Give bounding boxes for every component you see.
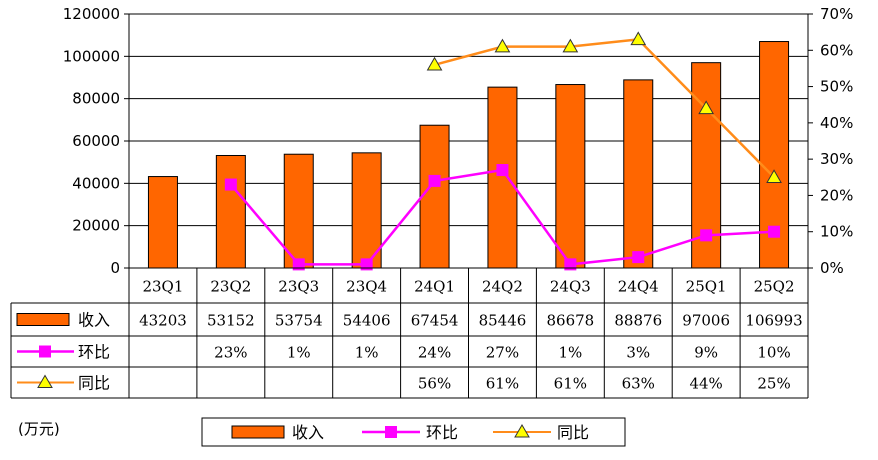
right-tick-label: 0%: [820, 259, 844, 277]
category-label: 23Q4: [346, 278, 387, 296]
yoy-marker: [426, 56, 443, 71]
yoy-marker: [630, 31, 647, 46]
table-cell: 9%: [694, 344, 718, 362]
revenue-bar: [555, 84, 586, 269]
revenue-bar: [419, 124, 450, 269]
left-tick-label: 20000: [72, 217, 120, 235]
category-label: 23Q3: [278, 278, 319, 296]
left-tick-label: 40000: [72, 174, 120, 192]
table-cell: 63%: [622, 375, 655, 393]
table-cell: 56%: [418, 375, 451, 393]
revenue-row-key: [16, 313, 70, 326]
table-cell: 1%: [558, 344, 582, 362]
yoy-marker: [562, 38, 579, 53]
legend-yoy-marker: [514, 424, 530, 438]
table-cell: 54406: [343, 312, 391, 330]
table-cell: 1%: [355, 344, 379, 362]
row-label: 收入: [78, 311, 110, 330]
yoy-marker: [766, 169, 782, 184]
table-cell: 25%: [757, 375, 790, 393]
left-tick-label: 120000: [63, 5, 120, 23]
table-cell: 85446: [479, 312, 527, 330]
qoq-marker: [428, 174, 441, 187]
table-cell: 67454: [411, 312, 459, 330]
table-cell: 23%: [214, 344, 247, 362]
row-label: 环比: [78, 343, 110, 362]
left-tick-label: 60000: [72, 132, 120, 150]
category-label: 24Q3: [550, 278, 591, 296]
revenue-bar: [487, 86, 518, 269]
table-cell: 61%: [486, 375, 519, 393]
legend-revenue-key: [231, 425, 285, 439]
legend: 收入 环比 同比: [201, 417, 626, 447]
revenue-bar: [283, 153, 314, 269]
qoq-marker: [564, 258, 577, 271]
table-cell: 61%: [554, 375, 587, 393]
category-label: 24Q4: [618, 278, 659, 296]
table-cell: 86678: [546, 312, 594, 330]
table-cell: 88876: [614, 312, 662, 330]
category-label: 24Q1: [414, 278, 455, 296]
yoy-marker: [494, 38, 511, 53]
yoy-marker: [698, 100, 715, 115]
revenue-bar: [215, 154, 246, 269]
table-cell: 44%: [689, 375, 722, 393]
category-label: 24Q2: [482, 278, 523, 296]
right-tick-label: 20%: [820, 186, 853, 204]
table-cell: 1%: [287, 344, 311, 362]
qoq-row-key-marker: [39, 345, 51, 358]
qoq-marker: [292, 258, 305, 271]
left-tick-label: 0: [110, 259, 120, 277]
left-tick-label: 100000: [63, 47, 120, 65]
table-cell: 10%: [757, 344, 790, 362]
plot-area: 0 20000 40000 60000 80000 100000 120000 0% 10% 20…: [63, 5, 854, 277]
qoq-marker: [496, 164, 509, 177]
category-label: 25Q2: [754, 278, 795, 296]
table-cell: 53152: [207, 312, 255, 330]
qoq-marker: [700, 229, 713, 242]
yoy-line: [434, 38, 775, 179]
revenue-bar: [147, 176, 178, 269]
table-cell: 3%: [626, 344, 650, 362]
right-tick-label: 60%: [820, 41, 853, 59]
category-label: 23Q2: [210, 278, 251, 296]
row-label: 同比: [78, 374, 110, 393]
table-cell: 106993: [745, 312, 802, 330]
table-cell: 27%: [486, 344, 519, 362]
table-cell: 97006: [682, 312, 730, 330]
right-tick-label: 30%: [820, 150, 853, 168]
category-label: 23Q1: [142, 278, 183, 296]
left-tick-label: 80000: [72, 90, 120, 108]
right-tick-label: 40%: [820, 114, 853, 132]
unit-label: (万元): [18, 420, 60, 438]
qoq-marker: [768, 225, 781, 238]
right-tick-label: 10%: [820, 223, 853, 241]
legend-yoy-label: 同比: [557, 423, 589, 442]
data-table: 23Q1 23Q2 23Q3 23Q4 24Q1 24Q2 24Q3 24Q4 25Q1 25Q2…: [10, 267, 809, 399]
legend-qoq-marker: [385, 426, 397, 438]
qoq-marker: [632, 251, 645, 264]
legend-revenue-label: 收入: [292, 423, 324, 442]
table-cell: 53754: [275, 312, 323, 330]
qoq-marker: [224, 178, 237, 191]
table-cell: 24%: [418, 344, 451, 362]
category-label: 25Q1: [686, 278, 727, 296]
qoq-marker: [360, 258, 373, 271]
right-tick-label: 50%: [820, 78, 853, 96]
revenue-bar: [623, 79, 654, 269]
table-cell: 43203: [139, 312, 187, 330]
revenue-bar: [351, 152, 382, 269]
yoy-row-key-marker: [37, 374, 53, 388]
right-tick-label: 70%: [820, 5, 853, 23]
legend-qoq-label: 环比: [426, 423, 458, 442]
